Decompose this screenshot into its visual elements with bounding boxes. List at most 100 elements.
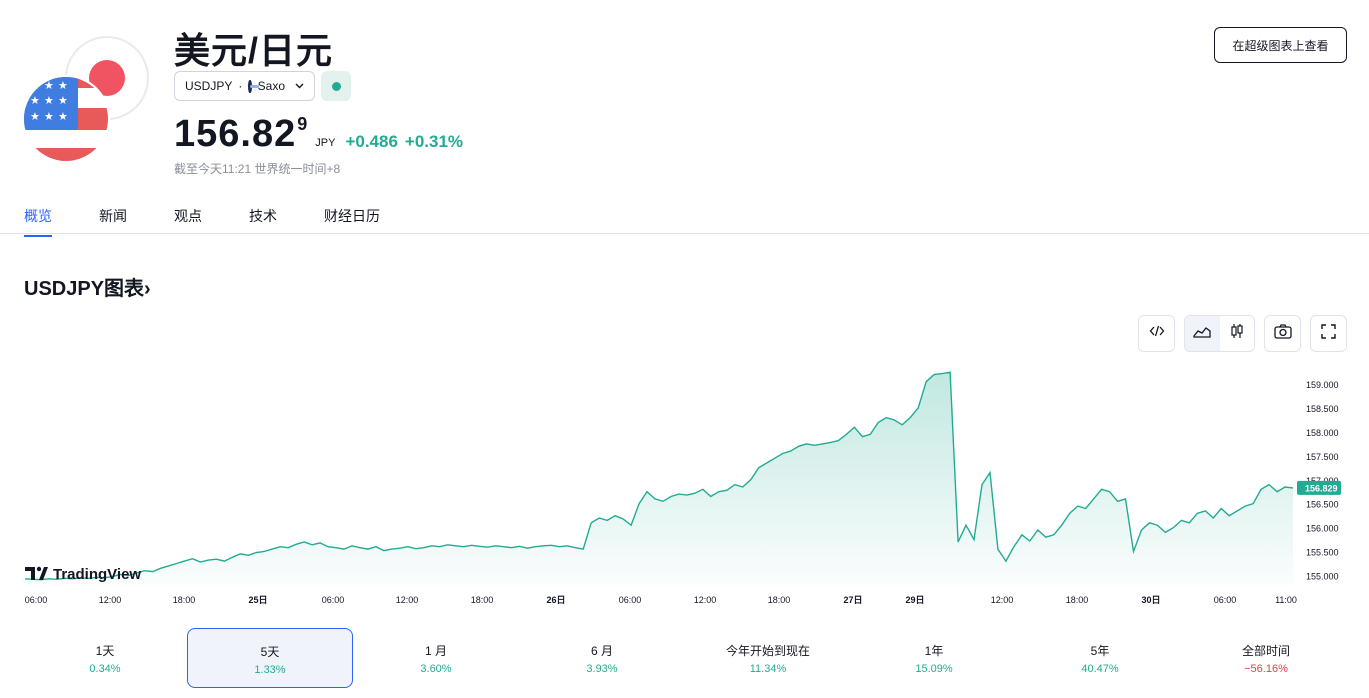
y-tick-label: 157.500: [1306, 452, 1339, 462]
market-open-icon: [331, 81, 341, 91]
period-button[interactable]: 1天 0.34%: [22, 628, 188, 688]
period-label: 1天: [95, 644, 115, 658]
price-area-fill: [25, 372, 1293, 585]
period-change: 3.93%: [586, 663, 618, 675]
x-tick-label: 18:00: [1066, 595, 1089, 605]
tab-technicals[interactable]: 技术: [249, 208, 277, 224]
period-label: 全部时间: [1241, 644, 1290, 658]
change-percent: +0.31%: [404, 132, 464, 151]
currency-label: JPY: [315, 137, 336, 149]
area-chart-button[interactable]: [1185, 316, 1220, 351]
fullscreen-icon: [1321, 323, 1336, 344]
performance-periods: 1天 0.34% 5天 1.33% 1 月 3.60% 6 月 3.93% 今年开始到现在 11.…: [22, 628, 1352, 688]
x-tick-label: 25日: [248, 595, 267, 605]
tab-economic-calendar[interactable]: 财经日历: [324, 208, 380, 224]
svg-text:★: ★: [30, 110, 40, 123]
symbol-label: USDJPY: [185, 79, 233, 93]
period-button[interactable]: 5年 40.47%: [1017, 628, 1183, 688]
camera-icon: [1273, 323, 1292, 344]
period-change: 15.09%: [915, 663, 953, 675]
period-button[interactable]: 6 月 3.93%: [519, 628, 685, 688]
chevron-down-icon: [295, 81, 304, 92]
period-change: 3.60%: [420, 663, 452, 675]
candles-chart-button[interactable]: [1220, 316, 1255, 351]
embed-code-button[interactable]: [1138, 315, 1175, 352]
last-price-tag-label: 156.829: [1305, 483, 1338, 493]
price-timestamp: 截至今天11:21 世界统一时间+8: [174, 162, 341, 176]
x-tick-label: 27日: [843, 595, 862, 605]
tabs-divider: [0, 233, 1369, 234]
tradingview-watermark: TradingView: [25, 566, 141, 583]
last-price-pip: 9: [297, 114, 308, 134]
code-icon: [1149, 324, 1165, 343]
separator: ·: [238, 79, 243, 93]
x-tick-label: 18:00: [173, 595, 196, 605]
tab-news[interactable]: 新闻: [99, 208, 127, 224]
y-tick-label: 155.500: [1306, 548, 1339, 558]
period-label: 5年: [1090, 644, 1110, 658]
chevron-right-icon: ›: [144, 278, 151, 300]
period-change: 0.34%: [89, 663, 121, 675]
fullscreen-button[interactable]: [1310, 315, 1347, 352]
y-tick-label: 157.000: [1306, 476, 1339, 486]
y-tick-label: 158.000: [1306, 428, 1339, 438]
tab-ideas[interactable]: 观点: [174, 208, 202, 224]
market-status-badge[interactable]: [321, 71, 351, 101]
period-change: −56.16%: [1244, 663, 1288, 675]
x-tick-label: 12:00: [396, 595, 419, 605]
period-button[interactable]: 1 月 3.60%: [353, 628, 519, 688]
x-tick-label: 18:00: [768, 595, 791, 605]
last-price-tag: [1297, 480, 1341, 495]
period-button[interactable]: 5天 1.33%: [187, 628, 353, 688]
saxo-exchange-icon: [248, 79, 261, 93]
y-tick-label: 159.000: [1306, 380, 1339, 390]
y-tick-label: 156.000: [1306, 524, 1339, 534]
period-label: 1年: [924, 644, 944, 658]
tradingview-wordmark: TradingView: [53, 566, 141, 583]
tab-overview[interactable]: 概览: [24, 206, 52, 237]
svg-text:★: ★: [44, 110, 54, 123]
svg-text:★: ★: [58, 94, 68, 107]
y-tick-label: 156.500: [1306, 500, 1339, 510]
x-tick-label: 12:00: [99, 595, 122, 605]
x-tick-label: 12:00: [694, 595, 717, 605]
usdjpy-area-chart[interactable]: 159.000 158.500 158.000 157.500 157.000 156.5…: [0, 355, 1369, 613]
period-button[interactable]: 全部时间 −56.16%: [1183, 628, 1349, 688]
x-tick-label: 06:00: [322, 595, 345, 605]
area-chart-icon: [1193, 325, 1211, 343]
x-tick-label: 06:00: [1214, 595, 1237, 605]
svg-text:★: ★: [44, 79, 54, 92]
period-change: 40.47%: [1081, 663, 1119, 675]
period-label: 今年开始到现在: [725, 644, 810, 658]
svg-text:★: ★: [44, 94, 54, 107]
x-tick-label: 18:00: [471, 595, 494, 605]
y-tick-label: 158.500: [1306, 404, 1339, 414]
chart-title-text: USDJPY图表: [24, 278, 145, 300]
period-change: 11.34%: [749, 663, 787, 675]
period-label: 5天: [260, 645, 280, 659]
period-label: 1 月: [424, 644, 447, 658]
exchange-label: Saxo: [257, 79, 285, 93]
x-tick-label: 11:00: [1275, 595, 1297, 605]
chart-style-toggle: [1184, 315, 1255, 352]
period-button[interactable]: 1年 15.09%: [851, 628, 1017, 688]
price-block: 156.82 9 JPY +0.486 +0.31%: [174, 112, 463, 156]
symbol-exchange-selector[interactable]: USDJPY · Saxo: [174, 71, 315, 101]
x-tick-label: 06:00: [25, 595, 48, 605]
chart-section-title[interactable]: USDJPY图表›: [24, 272, 151, 301]
period-button[interactable]: 今年开始到现在 11.34%: [685, 628, 851, 688]
x-tick-label: 12:00: [991, 595, 1014, 605]
last-price: 156.82: [174, 113, 297, 155]
section-tabs: 概览 新闻 观点 技术 财经日历: [24, 206, 427, 237]
view-on-supercharts-button[interactable]: 在超级图表上查看: [1214, 27, 1347, 63]
svg-text:★: ★: [58, 79, 68, 92]
screenshot-button[interactable]: [1264, 315, 1301, 352]
svg-text:★: ★: [58, 110, 68, 123]
usd-jpy-flags-logo: ★ ★ ★ ★ ★ ★ ★ ★ ★: [22, 36, 152, 166]
change-absolute: +0.486: [345, 132, 398, 151]
x-tick-label: 26日: [546, 595, 565, 605]
page-title: 美元/日元: [174, 30, 334, 71]
x-tick-label: 29日: [905, 595, 924, 605]
x-tick-label: 30日: [1141, 595, 1160, 605]
x-tick-label: 06:00: [619, 595, 642, 605]
